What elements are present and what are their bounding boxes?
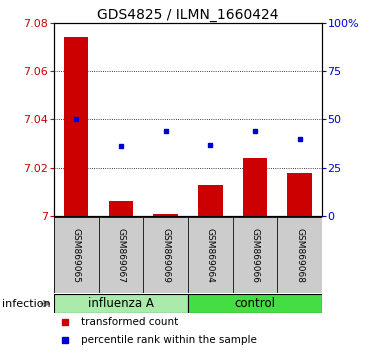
Text: GSM869068: GSM869068 — [295, 228, 304, 282]
Bar — [153, 213, 178, 216]
FancyBboxPatch shape — [278, 217, 322, 293]
FancyBboxPatch shape — [143, 217, 188, 293]
Bar — [64, 38, 88, 216]
Text: GSM869067: GSM869067 — [116, 228, 125, 282]
Text: percentile rank within the sample: percentile rank within the sample — [81, 335, 256, 345]
Text: GSM869069: GSM869069 — [161, 228, 170, 282]
Text: transformed count: transformed count — [81, 317, 178, 327]
Text: GSM869065: GSM869065 — [72, 228, 81, 282]
Bar — [198, 184, 223, 216]
FancyBboxPatch shape — [188, 217, 233, 293]
Text: control: control — [234, 297, 276, 310]
Bar — [288, 172, 312, 216]
FancyBboxPatch shape — [54, 217, 322, 293]
FancyBboxPatch shape — [99, 217, 143, 293]
Text: GSM869064: GSM869064 — [206, 228, 215, 282]
FancyBboxPatch shape — [54, 294, 188, 313]
Bar — [109, 201, 133, 216]
FancyBboxPatch shape — [54, 217, 99, 293]
Title: GDS4825 / ILMN_1660424: GDS4825 / ILMN_1660424 — [97, 8, 279, 22]
Text: influenza A: influenza A — [88, 297, 154, 310]
Text: infection: infection — [2, 298, 50, 309]
Bar — [243, 158, 267, 216]
FancyBboxPatch shape — [233, 217, 278, 293]
FancyBboxPatch shape — [188, 294, 322, 313]
Text: GSM869066: GSM869066 — [250, 228, 259, 282]
